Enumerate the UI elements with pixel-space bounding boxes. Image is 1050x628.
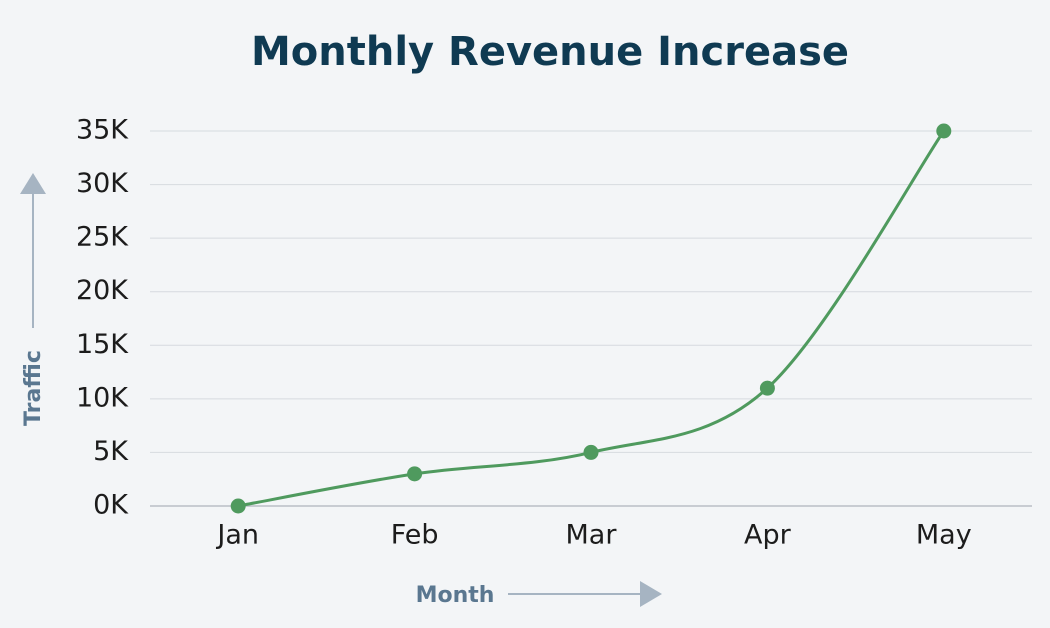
x-axis-arrowhead (640, 581, 662, 607)
chart-title: Monthly Revenue Increase (251, 29, 849, 75)
point (936, 123, 952, 139)
y-tick-label: 0K (93, 490, 129, 521)
y-tick-label: 25K (76, 222, 129, 253)
x-tick-label: Mar (566, 520, 618, 551)
x-tick-label: Feb (391, 520, 439, 551)
x-axis-title: Month (416, 583, 495, 608)
point (583, 444, 599, 460)
y-axis-title: Traffic (21, 350, 46, 426)
y-tick-label: 30K (76, 168, 129, 199)
y-tick-label: 20K (76, 275, 129, 306)
x-tick-label: Jan (215, 520, 259, 551)
y-axis-arrowhead (20, 173, 46, 194)
line (237, 130, 946, 508)
x-tick-label: May (916, 520, 972, 551)
y-tick-label: 35K (76, 115, 129, 146)
point (759, 380, 775, 396)
point (407, 466, 423, 482)
y-tick-label: 15K (76, 329, 129, 360)
point (230, 498, 246, 514)
x-tick-label: Apr (744, 520, 792, 551)
y-tick-label: 5K (93, 436, 129, 467)
y-tick-label: 10K (76, 382, 129, 413)
